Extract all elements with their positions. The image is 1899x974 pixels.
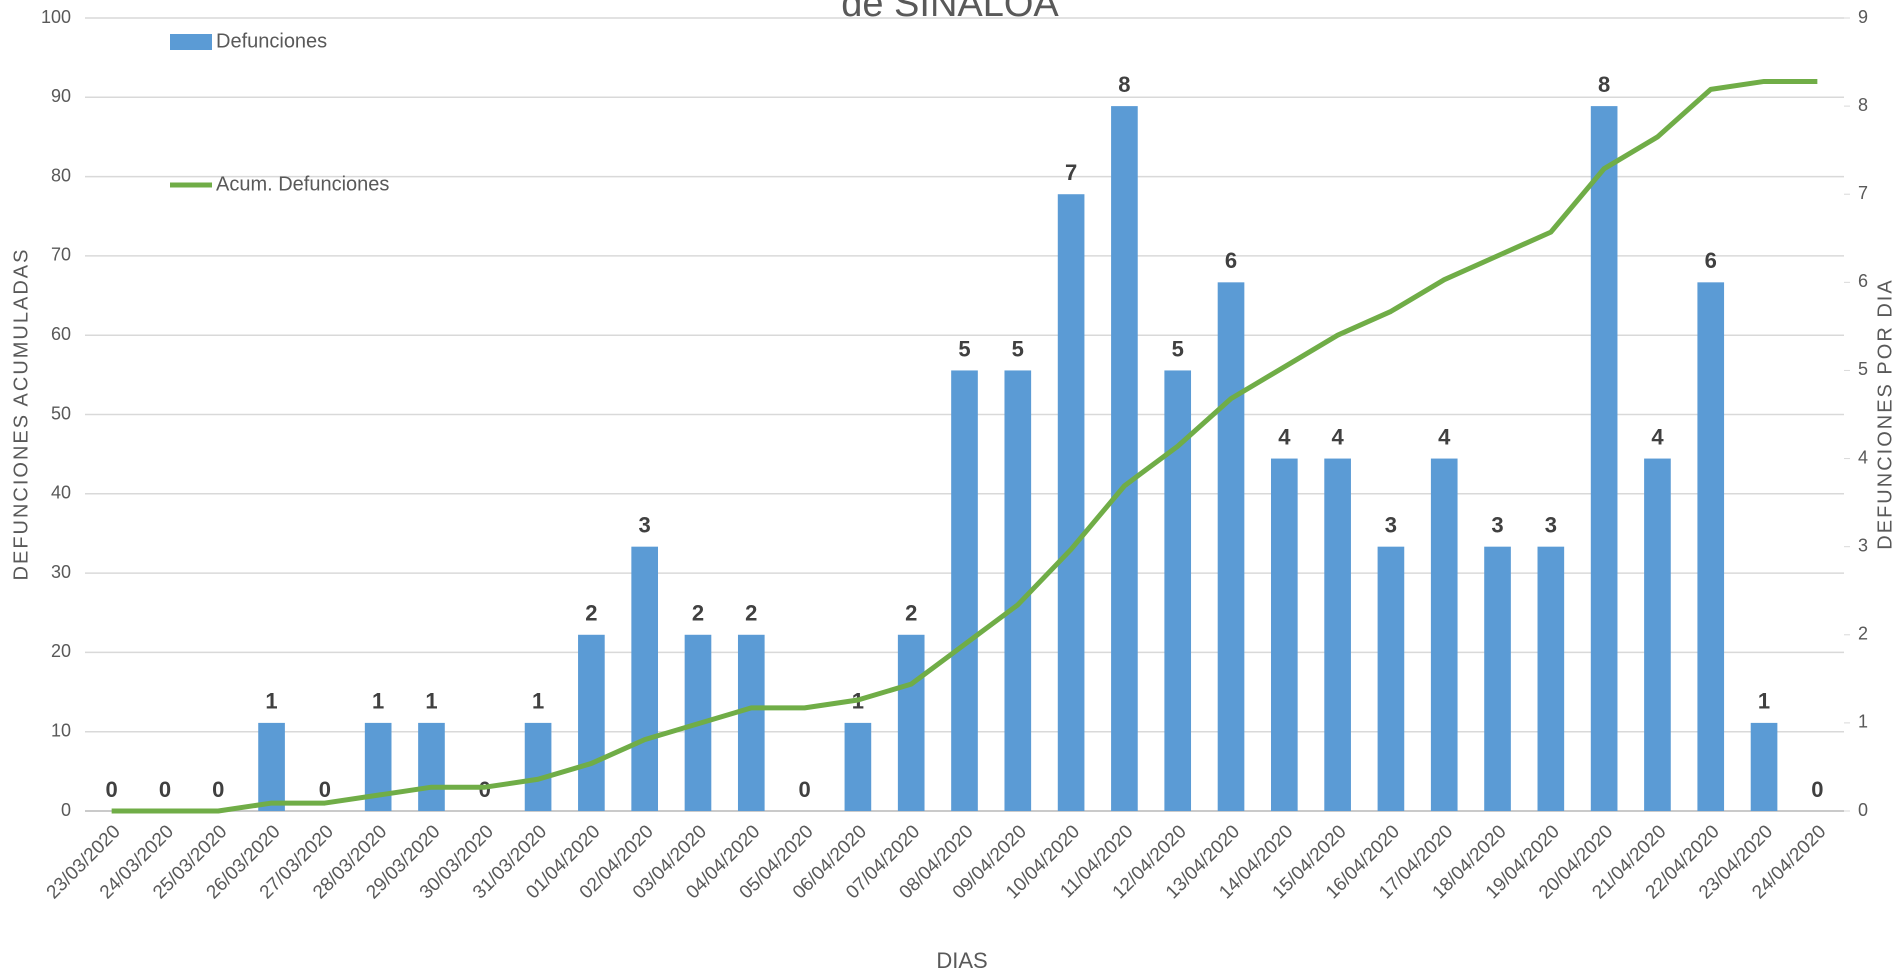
- data-label: 3: [1545, 512, 1557, 537]
- legend-label: Acum. Defunciones: [216, 173, 389, 195]
- y-axis-label: DEFUNCIONES ACUMULADAS: [10, 248, 32, 581]
- bar: [1377, 546, 1405, 811]
- y2-tick-label: 3: [1858, 535, 1868, 555]
- chart-title: de SINALOA: [841, 0, 1059, 25]
- data-label: 6: [1225, 248, 1237, 273]
- y-tick-label: 100: [41, 7, 71, 27]
- y-tick-label: 80: [51, 165, 71, 185]
- data-label: 0: [1811, 777, 1823, 802]
- y2-tick-label: 6: [1858, 271, 1868, 291]
- data-label: 1: [532, 689, 544, 714]
- bar: [844, 722, 872, 811]
- legend-label: Defunciones: [216, 30, 327, 52]
- data-label: 2: [905, 601, 917, 626]
- data-label: 8: [1118, 72, 1130, 97]
- y2-tick-label: 9: [1858, 7, 1868, 27]
- y2-tick-label: 7: [1858, 183, 1868, 203]
- bar: [1590, 106, 1618, 812]
- y-tick-label: 40: [51, 483, 71, 503]
- y-tick-label: 70: [51, 245, 71, 265]
- data-label: 6: [1705, 248, 1717, 273]
- x-axis-label: DIAS: [936, 948, 987, 973]
- y-tick-label: 10: [51, 720, 71, 740]
- bar: [258, 722, 285, 811]
- data-label: 4: [1651, 424, 1664, 449]
- data-label: 2: [585, 601, 597, 626]
- data-label: 5: [1012, 336, 1024, 361]
- line: [111, 78, 1818, 814]
- data-label: 0: [159, 777, 171, 802]
- y-tick-label: 60: [51, 324, 71, 344]
- bar: [1430, 458, 1458, 811]
- bar: [631, 546, 659, 811]
- bar: [1484, 546, 1511, 811]
- data-label: 4: [1331, 424, 1344, 449]
- y2-tick-label: 1: [1858, 712, 1868, 732]
- y-tick-label: 20: [51, 641, 71, 661]
- y-tick-label: 30: [51, 562, 71, 582]
- bar: [897, 634, 925, 811]
- data-label: 2: [692, 601, 704, 626]
- bar: [418, 722, 445, 811]
- y2-tick-label: 0: [1858, 800, 1868, 820]
- bar: [1537, 546, 1565, 811]
- data-label: 3: [1491, 512, 1503, 537]
- y-tick-label: 50: [51, 403, 71, 423]
- bar: [737, 634, 765, 811]
- data-label: 3: [1385, 512, 1397, 537]
- data-label: 1: [1758, 689, 1770, 714]
- bar: [951, 370, 978, 811]
- y2-tick-label: 2: [1858, 624, 1868, 644]
- data-label: 7: [1065, 160, 1077, 185]
- bar: [1111, 106, 1138, 812]
- bar: [1217, 282, 1245, 811]
- bar: [1750, 722, 1778, 811]
- bar: [1697, 282, 1725, 811]
- data-label: 0: [798, 777, 810, 802]
- data-label: 8: [1598, 72, 1610, 97]
- data-label: 1: [265, 689, 277, 714]
- y-tick-label: 0: [61, 800, 71, 820]
- y2-tick-label: 4: [1858, 447, 1868, 467]
- bar: [578, 634, 605, 811]
- data-label: 0: [212, 777, 224, 802]
- bar: [1324, 458, 1351, 811]
- data-label: 1: [372, 689, 384, 714]
- bar: [524, 722, 552, 811]
- y2-axis-label: DEFUNCIONES POR DIA: [1874, 278, 1896, 549]
- bar: [1270, 458, 1298, 811]
- data-label: 4: [1438, 424, 1451, 449]
- bar: [1644, 458, 1671, 811]
- data-label: 1: [425, 689, 437, 714]
- y2-tick-label: 8: [1858, 95, 1868, 115]
- data-label: 3: [639, 512, 651, 537]
- bar: [1057, 194, 1085, 811]
- y2-tick-label: 5: [1858, 359, 1868, 379]
- data-label: 0: [106, 777, 118, 802]
- legend-swatch: [170, 34, 212, 50]
- data-label: 0: [319, 777, 331, 802]
- data-label: 2: [745, 601, 757, 626]
- data-label: 5: [958, 336, 970, 361]
- data-label: 5: [1172, 336, 1184, 361]
- data-label: 4: [1278, 424, 1291, 449]
- bar: [1004, 370, 1032, 811]
- y-tick-label: 90: [51, 86, 71, 106]
